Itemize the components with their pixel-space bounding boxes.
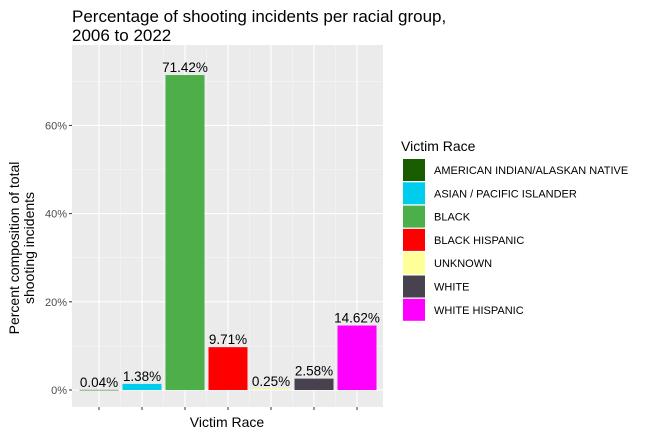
bar [294,378,334,390]
bar-value-label: 14.62% [334,311,380,326]
bar [165,75,205,390]
bar-value-label: 9.71% [209,332,247,347]
legend-label: BLACK [434,212,471,224]
y-tick-label: 0% [51,385,67,397]
legend-key [403,298,425,321]
y-tick-label: 20% [45,297,67,309]
legend-label: ASIAN / PACIFIC ISLANDER [434,188,577,200]
bar [208,347,248,390]
bar [122,383,162,390]
y-tick-label: 60% [45,120,67,132]
bar [79,389,119,391]
legend-key [403,182,425,205]
legend-label: WHITE HISPANIC [434,305,524,317]
legend-key [403,275,425,298]
bars [79,75,377,391]
legend-label: WHITE [434,282,469,294]
bar-value-label: 71.42% [162,60,208,75]
legend-key [403,228,425,251]
bar-value-label: 0.25% [252,374,290,389]
x-axis-title: Victim Race [190,414,265,430]
legend-key [403,159,425,181]
chart-title-line-2: 2006 to 2022 [72,26,171,45]
bar-value-label: 0.04% [80,375,118,390]
legend-label: AMERICAN INDIAN/ALASKAN NATIVE [434,165,628,177]
y-axis-title: Percent composition of total shooting in… [6,162,37,335]
y-axis-title-line-2: shooting incidents [21,192,37,304]
y-axis-title-line-1: Percent composition of total [6,162,22,335]
x-axis [98,407,358,410]
bar [337,325,377,390]
legend-label: BLACK HISPANIC [434,235,524,247]
bar-value-label: 1.38% [123,369,161,384]
data-labels: 0.04% 1.38% 71.42% 9.71% 0.25% 2.58% 14.62% [80,60,380,390]
chart-title-line-1: Percentage of shooting incidents per rac… [72,7,446,26]
legend: AMERICAN INDIAN/ALASKAN NATIVE ASIAN / PA… [403,159,628,321]
legend-label: UNKNOWN [434,258,492,270]
legend-key [403,205,425,228]
y-axis: 0% 20% 40% 60% [45,120,72,397]
bar-value-label: 2.58% [295,364,333,379]
y-tick-label: 40% [45,209,67,221]
legend-title: Victim Race [401,138,476,154]
legend-key [403,252,425,275]
bar [251,388,291,390]
